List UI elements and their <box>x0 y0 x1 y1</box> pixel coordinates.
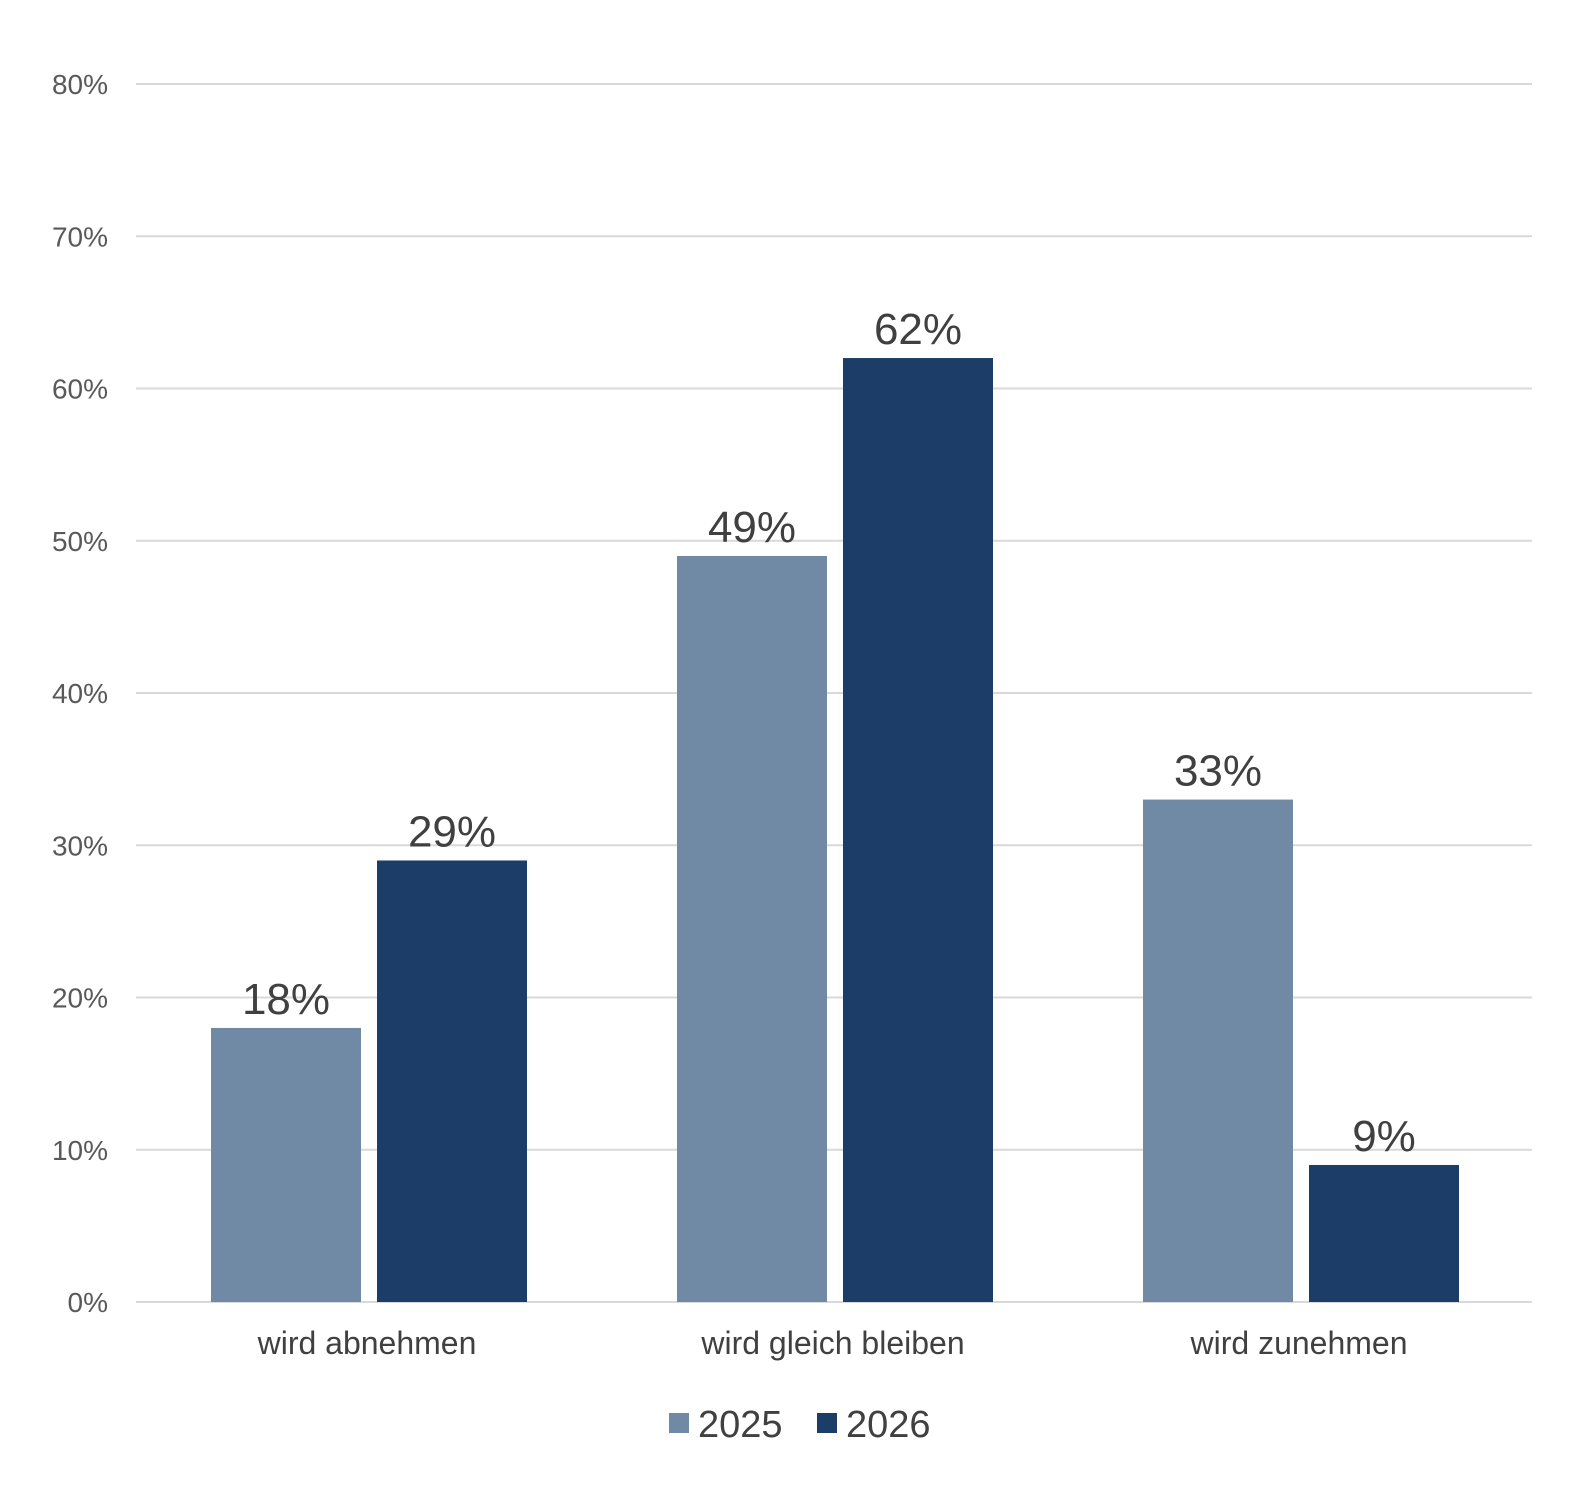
legend[interactable]: 2025 2026 <box>669 1404 931 1446</box>
y-tick-label: 60% <box>52 374 108 405</box>
data-label-2026-0: 29% <box>408 807 496 856</box>
legend-label-2025: 2025 <box>698 1404 783 1446</box>
y-tick-label: 80% <box>52 69 108 100</box>
y-tick-label: 0% <box>68 1287 108 1318</box>
y-axis-tick-labels: 0% 10% 20% 30% 40% 50% 60% 70% 80% <box>52 69 108 1318</box>
category-label: wird gleich bleiben <box>700 1325 964 1361</box>
data-label-2025-1: 49% <box>708 503 796 552</box>
data-label-2026-1: 62% <box>874 305 962 354</box>
y-tick-label: 30% <box>52 830 108 861</box>
x-axis-category-labels: wird abnehmen wird gleich bleiben wird zun… <box>257 1325 1408 1361</box>
bar-2025-1[interactable] <box>677 555 827 1302</box>
data-label-2026-2: 9% <box>1352 1112 1416 1161</box>
bar-2026-1[interactable] <box>843 358 993 1302</box>
bars <box>211 358 1459 1302</box>
y-tick-label: 40% <box>52 678 108 709</box>
bar-2026-0[interactable] <box>377 860 527 1302</box>
legend-swatch-2026 <box>817 1413 837 1433</box>
legend-label-2026: 2026 <box>846 1404 931 1446</box>
data-labels: 18% 29% 49% 62% 33% 9% <box>242 305 1416 1161</box>
bar-2025-0[interactable] <box>211 1027 361 1302</box>
y-tick-label: 50% <box>52 526 108 557</box>
data-label-2025-0: 18% <box>242 975 330 1024</box>
legend-item-2025[interactable]: 2025 <box>669 1404 783 1446</box>
legend-item-2026[interactable]: 2026 <box>817 1404 931 1446</box>
legend-swatch-2025 <box>669 1413 689 1433</box>
bar-2026-2[interactable] <box>1309 1164 1459 1302</box>
category-label: wird abnehmen <box>257 1325 477 1361</box>
y-tick-label: 10% <box>52 1135 108 1166</box>
y-tick-label: 20% <box>52 983 108 1014</box>
bar-2025-2[interactable] <box>1143 799 1293 1302</box>
data-label-2025-2: 33% <box>1174 747 1262 796</box>
category-label: wird zunehmen <box>1190 1325 1408 1361</box>
y-tick-label: 70% <box>52 221 108 252</box>
gridlines <box>136 83 1532 1303</box>
